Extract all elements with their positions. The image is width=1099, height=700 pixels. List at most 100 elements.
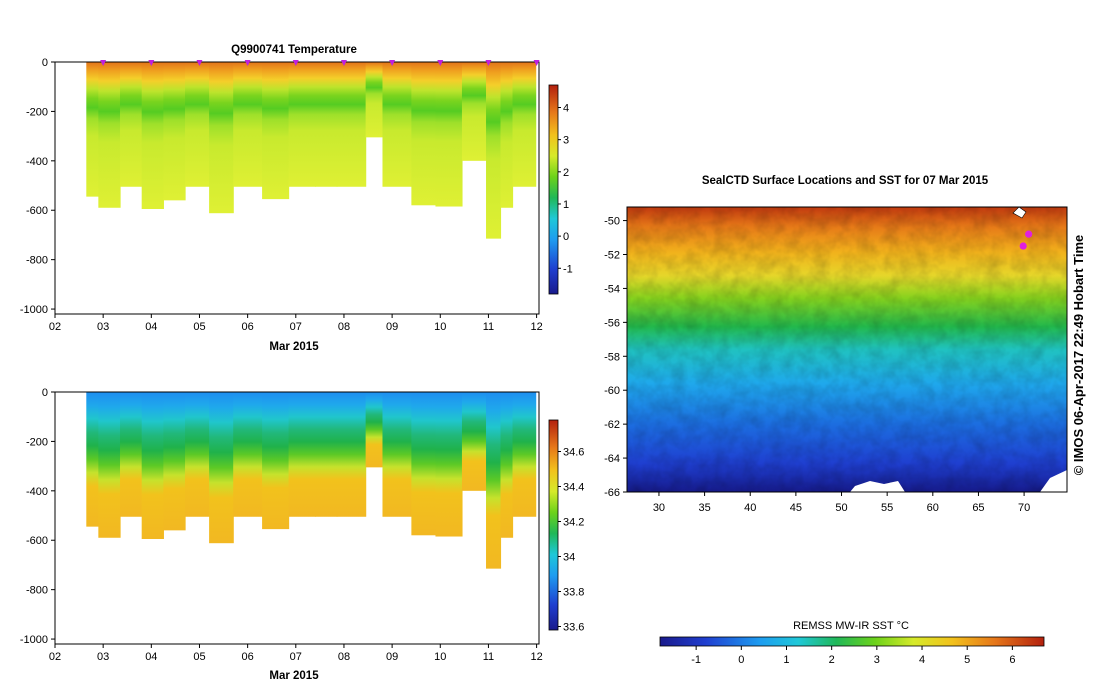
tick-label: -66 [604, 487, 620, 499]
tick-label: 10 [434, 321, 446, 333]
tick-label: 12 [530, 321, 542, 333]
tick-label: 03 [97, 651, 109, 663]
tick-label: 0 [42, 57, 48, 69]
tick-label: 0 [738, 654, 744, 666]
profile-marker [292, 60, 299, 66]
tick-label: 70 [1018, 502, 1030, 514]
profile-column [233, 62, 263, 187]
tick-label: -52 [604, 250, 620, 262]
sst-field [627, 207, 1067, 492]
profile-column [411, 62, 437, 206]
profile-marker [196, 60, 203, 66]
tick-label: 3 [563, 135, 569, 147]
tick-label: 05 [193, 651, 205, 663]
tick-label: -1 [691, 654, 701, 666]
tick-label: 1 [563, 199, 569, 211]
tick-label: 02 [49, 321, 61, 333]
profile-column [435, 392, 463, 537]
profile-column [382, 62, 412, 187]
profile-column [288, 392, 316, 517]
tick-label: 4 [919, 654, 925, 666]
tick-label: -400 [26, 486, 48, 498]
tick-label: -56 [604, 317, 620, 329]
tick-label: 34.6 [563, 447, 584, 459]
tick-label: -58 [604, 351, 620, 363]
x-axis-label: Mar 2015 [269, 341, 319, 353]
tick-label: -200 [26, 436, 48, 448]
tick-label: 33.8 [563, 587, 584, 599]
profile-column [120, 62, 143, 187]
tick-label: 2 [563, 167, 569, 179]
profile-column [98, 62, 121, 208]
profile-marker [533, 60, 540, 66]
profile-column [500, 392, 514, 538]
chart-title: SealCTD Surface Locations and SST for 07… [702, 175, 989, 187]
x-axis-label: Mar 2015 [269, 670, 319, 682]
profile-marker [244, 60, 251, 66]
tick-label: -1 [563, 263, 573, 275]
tick-label: 2 [829, 654, 835, 666]
tick-label: -50 [604, 216, 620, 228]
profile-column [185, 62, 210, 187]
profile-column [365, 62, 384, 138]
tick-label: -62 [604, 419, 620, 431]
tick-label: 06 [242, 651, 254, 663]
tick-label: 11 [483, 321, 494, 333]
profile-column [209, 392, 234, 544]
map-frame [626, 206, 1068, 493]
tick-label: 3 [874, 654, 880, 666]
tick-label: 04 [145, 321, 157, 333]
tick-label: 0 [563, 231, 569, 243]
profile-column [512, 392, 537, 517]
profile-column [512, 62, 537, 187]
tick-label: 6 [1009, 654, 1015, 666]
tick-label: -800 [26, 585, 48, 597]
profile-column [185, 392, 210, 517]
land-patch [850, 481, 905, 492]
land-patch [1012, 207, 1027, 219]
tick-label: 34.2 [563, 517, 584, 529]
colorbar [548, 84, 559, 295]
tick-label: 45 [790, 502, 802, 514]
copyright-label: © IMOS 06-Apr-2017 22:49 Hobart Time [1071, 235, 1086, 476]
tick-label: 5 [964, 654, 970, 666]
tick-label: 06 [242, 321, 254, 333]
tick-label: -600 [26, 535, 48, 547]
tick-label: 1 [783, 654, 789, 666]
tick-label: -200 [26, 106, 48, 118]
sst-map-chart: SealCTD Surface Locations and SST for 07… [604, 175, 1086, 666]
tick-label: 50 [835, 502, 847, 514]
tick-label: 07 [290, 321, 302, 333]
profile-column [86, 392, 99, 527]
tick-label: 0 [42, 387, 48, 399]
tick-label: -400 [26, 156, 48, 168]
tick-label: -600 [26, 205, 48, 217]
profile-column [486, 62, 502, 239]
colorbar [659, 636, 1045, 647]
tick-label: 30 [653, 502, 665, 514]
tick-label: 08 [338, 651, 350, 663]
profile-column [233, 392, 263, 517]
colorbar [548, 419, 559, 631]
land-patch [1040, 470, 1067, 492]
tick-label: 11 [483, 651, 494, 663]
tick-label: -1000 [20, 304, 48, 316]
profile-marker [437, 60, 444, 66]
profile-column [86, 62, 99, 197]
tick-label: 60 [927, 502, 939, 514]
tick-label: 12 [530, 651, 542, 663]
salinity-section-chart: 02 03 04 05 06 07 08 09 10 11 12 0 -200 -400 -600 -800 -… [20, 387, 585, 682]
profile-column [336, 392, 367, 517]
tick-label: 08 [338, 321, 350, 333]
profile-marker [148, 60, 155, 66]
tick-label: 05 [193, 321, 205, 333]
tick-label: -64 [604, 453, 620, 465]
plot-frame [54, 391, 540, 645]
profile-column [163, 62, 186, 201]
profile-column [262, 392, 290, 530]
profile-column [500, 62, 514, 208]
tick-label: 40 [744, 502, 756, 514]
profile-column [315, 62, 338, 187]
profile-column [98, 392, 121, 538]
